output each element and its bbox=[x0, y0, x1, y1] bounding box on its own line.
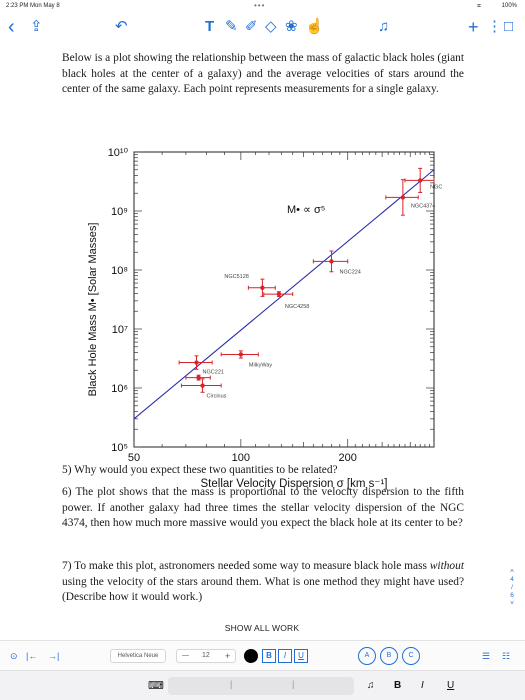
indent-right-icon[interactable]: →| bbox=[48, 651, 60, 661]
data-point bbox=[276, 291, 282, 297]
data-point bbox=[260, 285, 265, 290]
question-7: 7) To make this plot, astronomers needed… bbox=[62, 559, 464, 606]
data-point bbox=[400, 195, 406, 200]
share-icon[interactable]: ⇪ bbox=[30, 18, 43, 35]
intro-paragraph: Below is a plot showing the relationship… bbox=[62, 52, 464, 95]
point-label: NGC5128 bbox=[224, 274, 248, 280]
indent-left-icon[interactable]: |← bbox=[26, 651, 38, 661]
back-chevron-icon[interactable]: ‹ bbox=[8, 16, 15, 38]
show-all-work-link[interactable]: SHOW ALL WORK bbox=[224, 623, 300, 633]
keyboard-input-field[interactable]: | | bbox=[168, 677, 354, 695]
y-tick-label: 10¹⁰ bbox=[108, 147, 129, 159]
point-label: NGC4486 bbox=[430, 184, 442, 190]
text-tool-icon[interactable]: T bbox=[205, 18, 215, 35]
font-selector[interactable]: Helvetica Neue bbox=[110, 649, 166, 663]
y-tick-label: 10⁹ bbox=[111, 206, 128, 218]
page-down-icon[interactable]: ˅ bbox=[510, 600, 514, 607]
point-label: NGC4374 bbox=[411, 203, 435, 209]
status-time: 2:23 PM Mon May 8 bbox=[6, 3, 60, 9]
y-axis-label: Black Hole Mass M• [Solar Masses] bbox=[87, 223, 99, 397]
page-separator: / bbox=[511, 584, 513, 591]
heart-style-c-icon[interactable]: C bbox=[402, 647, 420, 665]
bold-style-button[interactable]: B bbox=[262, 649, 276, 663]
italic-key[interactable]: I bbox=[421, 680, 424, 691]
eraser-icon[interactable]: ◇ bbox=[265, 18, 277, 35]
data-point bbox=[329, 259, 334, 264]
add-icon[interactable]: + bbox=[468, 17, 479, 37]
undo-icon[interactable]: ↶ bbox=[115, 18, 128, 35]
status-bar: 2:23 PM Mon May 8 ••• ⌗ 100% bbox=[0, 0, 525, 12]
size-decrease-button[interactable]: — bbox=[182, 652, 189, 659]
top-toolbar: ‹ ⇪ ↶ T ✎ ✐ ◇ ❀ ☝ ♫ + ⋮ □ bbox=[0, 12, 525, 42]
point-label: NGC4258 bbox=[285, 304, 309, 310]
chart-svg: 50 100 200 10⁵ 10⁶ 10⁷ 10⁸ 10⁹ 10¹⁰ Stellar Veloc… bbox=[87, 147, 455, 490]
lasso-icon[interactable]: ❀ bbox=[285, 18, 298, 35]
x-tick-label: 200 bbox=[339, 452, 357, 464]
heart-style-a-icon[interactable]: A bbox=[358, 647, 376, 665]
pages-icon[interactable]: □ bbox=[504, 18, 514, 35]
y-tick-label: 10⁵ bbox=[111, 442, 128, 454]
page-current: 4 bbox=[510, 576, 514, 583]
point-label: NGC224 bbox=[339, 269, 360, 275]
underline-style-button[interactable]: U bbox=[294, 649, 308, 663]
y-tick-label: 10⁶ bbox=[111, 383, 128, 395]
format-toolbar: ⊙ |← →| Helvetica Neue — 12 + B I U A B … bbox=[0, 640, 525, 670]
microphone-icon[interactable]: ♫ bbox=[378, 18, 390, 35]
font-size-value: 12 bbox=[202, 652, 210, 659]
battery-indicator: 100% bbox=[501, 3, 517, 9]
question-7-end: using the velocity of the stars around t… bbox=[62, 575, 464, 604]
size-increase-button[interactable]: + bbox=[225, 651, 231, 661]
font-size-stepper[interactable]: — 12 + bbox=[176, 649, 236, 663]
dictation-icon[interactable]: ♫ bbox=[367, 680, 375, 691]
data-point bbox=[194, 360, 199, 365]
question-5: 5) Why would you expect these two quanti… bbox=[62, 464, 338, 476]
wifi-icon: ⌗ bbox=[477, 3, 481, 10]
document-page: Below is a plot showing the relationship… bbox=[0, 42, 525, 632]
question-7-emphasis: without bbox=[429, 560, 464, 572]
scatter-chart: 50 100 200 10⁵ 10⁶ 10⁷ 10⁸ 10⁹ 10¹⁰ Stellar Veloc… bbox=[82, 142, 455, 494]
plot-frame bbox=[133, 151, 435, 448]
heart-style-b-icon[interactable]: B bbox=[380, 647, 398, 665]
input-divider-2: | bbox=[292, 679, 295, 689]
pointer-icon[interactable]: ☝ bbox=[305, 18, 324, 35]
keyboard-icon[interactable]: ⌨ bbox=[148, 680, 164, 692]
highlighter-icon[interactable]: ✐ bbox=[245, 18, 258, 35]
point-label: MilkyWay bbox=[249, 362, 273, 368]
data-point bbox=[200, 383, 205, 388]
question-6: 6) The plot shows that the mass is propo… bbox=[62, 486, 464, 529]
page-total: 6 bbox=[510, 592, 514, 599]
multitask-dots-icon[interactable]: ••• bbox=[254, 1, 266, 10]
bullet-list-icon[interactable]: ☷ bbox=[502, 651, 511, 661]
text-color-swatch[interactable] bbox=[244, 649, 258, 663]
bold-key[interactable]: B bbox=[394, 680, 402, 691]
point-label: Circinus bbox=[207, 394, 227, 400]
data-point bbox=[238, 352, 244, 357]
y-tick-label: 10⁷ bbox=[112, 324, 128, 336]
page-up-icon[interactable]: ˄ bbox=[510, 568, 514, 575]
x-axis-label: Stellar Velocity Dispersion σ [km s⁻¹] bbox=[201, 478, 388, 490]
page-indicator[interactable]: ˄ 4 / 6 ˅ bbox=[507, 568, 517, 608]
underline-key[interactable]: U bbox=[447, 680, 455, 691]
more-icon[interactable]: ⋮ bbox=[487, 18, 502, 35]
pen-icon[interactable]: ✎ bbox=[225, 18, 238, 35]
relation-annotation: M• ∝ σ⁵ bbox=[287, 204, 325, 216]
italic-style-button[interactable]: I bbox=[278, 649, 292, 663]
x-tick-label: 50 bbox=[128, 452, 140, 464]
data-point bbox=[417, 178, 423, 183]
x-tick-label: 100 bbox=[232, 452, 250, 464]
list-icon[interactable]: ☰ bbox=[482, 651, 491, 661]
question-7-start: 7) To make this plot, astronomers needed… bbox=[62, 560, 430, 572]
y-tick-label: 10⁸ bbox=[111, 265, 128, 277]
point-label: NGC221 bbox=[203, 370, 224, 376]
input-divider: | bbox=[230, 679, 233, 689]
keyboard-shortcut-bar: ⌨ | | ♫ B I U bbox=[0, 670, 525, 700]
data-point bbox=[196, 375, 201, 380]
check-circle-icon[interactable]: ⊙ bbox=[10, 651, 18, 661]
